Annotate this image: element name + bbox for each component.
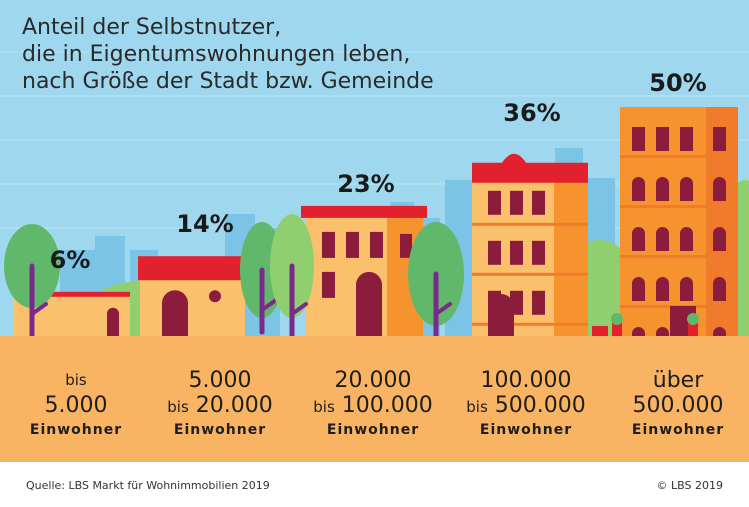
category-unit: Einwohner xyxy=(631,422,725,438)
category-range: 20.000 xyxy=(195,393,273,418)
planter-box xyxy=(688,322,698,336)
category-unit: Einwohner xyxy=(173,422,267,438)
building-5000-20000-door xyxy=(162,290,188,336)
category-range: 500.000 xyxy=(632,393,724,418)
category-line-2: bis 500.000 xyxy=(451,393,601,420)
building-ueber-500000-window-2-0 xyxy=(632,227,645,251)
building-ueber-500000-window-0-0 xyxy=(632,127,645,151)
planter-box xyxy=(612,322,622,336)
category-line-2: 5.000 xyxy=(1,393,151,420)
category-range: 500.000 xyxy=(494,393,586,418)
ground-band xyxy=(0,336,749,462)
building-100000-500000-window-2-2 xyxy=(532,290,545,315)
footer xyxy=(0,462,749,507)
building-ueber-500000-window-0-1 xyxy=(656,127,669,151)
building-20000-100000-window-3 xyxy=(322,271,335,298)
category-label-5000-20000: 5.000 bis 20.000 Einwohner xyxy=(145,368,295,440)
category-line-1: bis xyxy=(65,371,87,389)
building-20000-100000-window-2 xyxy=(370,231,383,258)
value-label-bis-5000: 6% xyxy=(49,245,91,274)
building-bis-5000-roof xyxy=(14,291,130,297)
building-ueber-500000-window-1-0 xyxy=(632,177,645,201)
building-100000-500000-ledge-1 xyxy=(472,272,588,276)
category-label-20000-100000: 20.000 bis 100.000 Einwohner xyxy=(298,368,448,440)
planter-plant xyxy=(611,313,623,325)
copyright-note: © LBS 2019 xyxy=(656,479,723,492)
building-ueber-500000-side-window-2 xyxy=(713,227,726,251)
source-note: Quelle: LBS Markt für Wohnimmobilien 201… xyxy=(26,479,270,492)
building-ueber-500000-window-1-2 xyxy=(680,177,693,201)
building-ueber-500000-window-0-2 xyxy=(680,127,693,151)
building-ueber-500000-ledge-1 xyxy=(620,205,738,208)
building-100000-500000-window-1-0 xyxy=(488,240,501,265)
value-label-5000-20000: 14% xyxy=(176,210,234,239)
building-ueber-500000-ledge-2 xyxy=(620,255,738,258)
building-20000-100000-door xyxy=(356,271,382,336)
category-label-ueber-500000: über 500.000 Einwohner xyxy=(603,368,749,440)
building-5000-20000-roof xyxy=(138,256,247,281)
category-range: 5.000 xyxy=(44,393,108,418)
building-ueber-500000-window-2-1 xyxy=(656,227,669,251)
category-label-100000-500000: 100.000 bis 500.000 Einwohner xyxy=(451,368,601,440)
building-5000-20000-window xyxy=(209,290,221,303)
category-prefix: bis xyxy=(313,398,335,416)
building-ueber-500000-side-window-1 xyxy=(713,177,726,201)
category-prefix: bis xyxy=(466,398,488,416)
city-illustration xyxy=(0,0,749,340)
building-ueber-500000-window-3-1 xyxy=(656,277,669,301)
chart-title: Anteil der Selbstnutzer, die in Eigentum… xyxy=(22,14,434,95)
category-line-1: 20.000 xyxy=(334,368,412,393)
building-20000-100000-side-window xyxy=(400,233,412,258)
category-prefix: bis xyxy=(167,398,189,416)
category-unit: Einwohner xyxy=(479,422,573,438)
value-label-20000-100000: 23% xyxy=(337,169,395,198)
category-unit: Einwohner xyxy=(326,422,420,438)
building-100000-500000-roof xyxy=(472,153,588,183)
category-line-2: bis 100.000 xyxy=(298,393,448,420)
category-label-bis-5000: bis 5.000 Einwohner xyxy=(1,368,151,440)
category-line-2: 500.000 xyxy=(603,393,749,420)
title-line-3: nach Größe der Stadt bzw. Gemeinde xyxy=(22,69,434,94)
building-100000-500000-ledge-0 xyxy=(472,222,588,226)
category-line-1: 5.000 xyxy=(188,368,252,393)
building-100000-500000-window-0-2 xyxy=(532,190,545,215)
value-label-ueber-500000: 50% xyxy=(649,69,707,97)
planter-box xyxy=(592,326,608,336)
category-range: 100.000 xyxy=(341,393,433,418)
building-ueber-500000-window-3-0 xyxy=(632,277,645,301)
building-20000-100000-roof xyxy=(301,205,427,218)
building-100000-500000-ledge-2 xyxy=(472,322,588,326)
building-ueber-500000-window-1-1 xyxy=(656,177,669,201)
building-ueber-500000-window-3-2 xyxy=(680,277,693,301)
building-100000-500000-window-1-1 xyxy=(510,240,523,265)
title-line-1: Anteil der Selbstnutzer, xyxy=(22,15,282,40)
building-ueber-500000-window-2-2 xyxy=(680,227,693,251)
building-ueber-500000-ledge-0 xyxy=(620,155,738,158)
category-unit: Einwohner xyxy=(29,422,123,438)
category-line-1: über xyxy=(652,368,704,393)
building-100000-500000-window-1-2 xyxy=(532,240,545,265)
category-line-2: bis 20.000 xyxy=(145,393,295,420)
building-5000-20000 xyxy=(140,278,245,336)
building-100000-500000-window-0-1 xyxy=(510,190,523,215)
building-100000-500000-window-0-0 xyxy=(488,190,501,215)
building-ueber-500000-side-window-3 xyxy=(713,277,726,301)
planter-plant xyxy=(687,313,699,325)
building-20000-100000-window-0 xyxy=(322,231,335,258)
building-100000-500000-door xyxy=(488,294,514,336)
building-20000-100000-window-1 xyxy=(346,231,359,258)
value-label-100000-500000: 36% xyxy=(503,98,561,127)
title-line-2: die in Eigentumswohnungen leben, xyxy=(22,42,411,67)
category-line-1: 100.000 xyxy=(480,368,572,393)
building-ueber-500000-side-window-0 xyxy=(713,127,726,151)
building-bis-5000-door xyxy=(107,307,119,336)
